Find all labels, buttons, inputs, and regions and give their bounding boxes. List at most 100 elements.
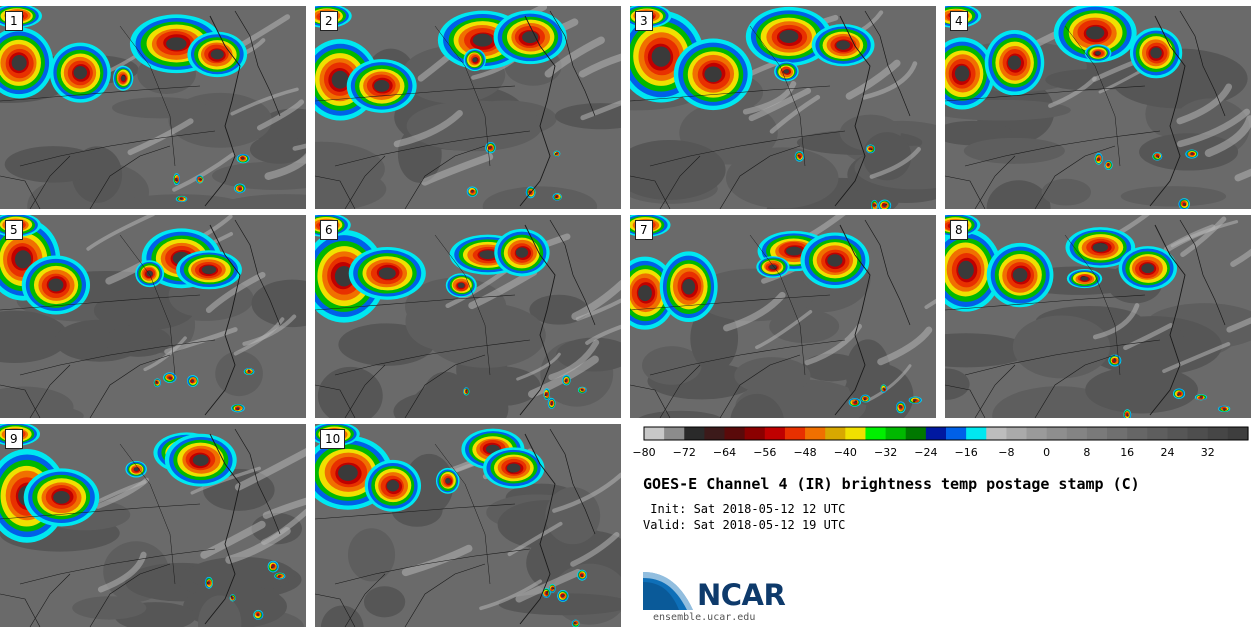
colorbar-swatch bbox=[1127, 427, 1148, 440]
cloud-core bbox=[882, 387, 885, 390]
stamp-image bbox=[315, 424, 621, 627]
cloud-core bbox=[247, 370, 251, 373]
colorbar bbox=[643, 426, 1249, 441]
init-time: Init: Sat 2018-05-12 12 UTC bbox=[643, 502, 846, 516]
map-boundary bbox=[29, 573, 71, 627]
cirrus-streak bbox=[86, 215, 155, 251]
surface-patch bbox=[317, 366, 383, 418]
cloud-core bbox=[471, 190, 474, 193]
map-boundary bbox=[719, 145, 801, 209]
cirrus-streak bbox=[1230, 248, 1251, 267]
cloud-core bbox=[465, 390, 468, 393]
map-boundary bbox=[630, 384, 671, 418]
colorbar-swatch bbox=[1026, 427, 1048, 440]
stamp-panel-8: 8 bbox=[945, 215, 1251, 418]
cirrus-streak bbox=[172, 152, 236, 192]
cirrus-streak bbox=[234, 448, 306, 491]
cloud-core bbox=[704, 66, 722, 83]
cirrus-streak bbox=[143, 336, 187, 372]
colorbar-swatch bbox=[1207, 427, 1229, 440]
cloud-core bbox=[257, 613, 260, 616]
panel-number: 10 bbox=[320, 429, 346, 449]
stamp-panel-4: 4 bbox=[945, 6, 1251, 209]
cloud-core bbox=[166, 37, 187, 51]
map-boundary bbox=[119, 443, 176, 585]
map-boundary bbox=[1179, 219, 1226, 326]
colorbar-swatch bbox=[704, 427, 726, 440]
map-boundary bbox=[315, 503, 516, 520]
cirrus-streak bbox=[585, 324, 621, 345]
stamp-image bbox=[0, 424, 306, 627]
map-boundary bbox=[974, 364, 1016, 418]
map-boundary bbox=[89, 563, 171, 627]
cloud-core bbox=[1177, 392, 1181, 395]
colorbar-tick-label: 24 bbox=[1160, 446, 1175, 459]
cloud-core bbox=[120, 75, 126, 81]
cloud-core bbox=[192, 454, 209, 466]
cirrus-streak bbox=[1180, 216, 1227, 258]
map-boundary bbox=[315, 384, 356, 418]
surface-patch bbox=[769, 309, 840, 343]
colorbar-tick-label: −8 bbox=[998, 446, 1015, 459]
cirrus-streak bbox=[845, 59, 901, 100]
stamp-panel-5: 5 bbox=[0, 215, 306, 418]
cloud-core bbox=[48, 278, 64, 292]
cirrus-streak bbox=[262, 497, 306, 519]
cloud-core bbox=[53, 491, 70, 504]
colorbar-tick-label: −40 bbox=[833, 446, 857, 459]
cirrus-streak bbox=[393, 109, 463, 148]
colorbar-tick-label: 32 bbox=[1200, 446, 1215, 459]
cloud-core bbox=[445, 477, 451, 484]
cloud-core bbox=[574, 622, 577, 625]
colorbar-swatch bbox=[845, 427, 867, 440]
cloud-core bbox=[472, 57, 478, 63]
cloud-core bbox=[682, 278, 696, 295]
colorbar-tick-label: −48 bbox=[793, 446, 817, 459]
cloud-core bbox=[457, 282, 465, 288]
colorbar-tick-label: −16 bbox=[954, 446, 978, 459]
map-boundary bbox=[204, 15, 241, 207]
map-boundary bbox=[404, 354, 486, 418]
map-boundary bbox=[519, 15, 556, 207]
surface-patch bbox=[963, 137, 1065, 164]
colorbar-tick-label: −24 bbox=[914, 446, 938, 459]
colorbar-swatch bbox=[986, 427, 1007, 440]
cloud-core bbox=[472, 33, 493, 47]
cloud-core bbox=[1080, 276, 1089, 281]
map-boundary bbox=[334, 130, 531, 167]
cloud-core bbox=[798, 155, 801, 158]
colorbar-tick-labels: −80 −72 −64 −56 −48 −40 −32 −24 −16 −8 0… bbox=[632, 446, 1249, 460]
panel-number: 5 bbox=[5, 220, 23, 240]
surface-patch bbox=[320, 605, 364, 627]
surface-patch bbox=[945, 368, 970, 400]
surface-patch bbox=[251, 279, 306, 328]
surface-patch bbox=[1085, 366, 1199, 414]
surface-patch bbox=[725, 147, 839, 209]
cloud-core bbox=[899, 406, 902, 409]
colorbar-swatch bbox=[925, 427, 947, 440]
convection-layer bbox=[630, 6, 892, 209]
ncar-logo-text: NCAR bbox=[697, 578, 786, 612]
surface-patch bbox=[0, 310, 69, 364]
surface-patch bbox=[734, 357, 811, 394]
map-boundary bbox=[89, 145, 171, 209]
cirrus-streak bbox=[748, 87, 812, 122]
stamp-panel-2: 2 bbox=[315, 6, 621, 209]
colorbar-swatch bbox=[805, 427, 826, 440]
map-boundary bbox=[0, 593, 41, 627]
cloud-core bbox=[156, 381, 159, 384]
cirrus-streak bbox=[1092, 303, 1140, 340]
stamp-image bbox=[315, 6, 621, 209]
cloud-core bbox=[338, 464, 358, 481]
cirrus-streak bbox=[445, 268, 509, 309]
cloud-core bbox=[207, 581, 210, 585]
cirrus-streak bbox=[877, 326, 933, 366]
map-boundary bbox=[719, 354, 801, 418]
cloud-core bbox=[783, 69, 790, 74]
surface-patch bbox=[730, 393, 784, 418]
surface-patch bbox=[112, 97, 209, 119]
surface-patch bbox=[986, 180, 1051, 209]
cloud-core bbox=[386, 480, 400, 492]
cloud-core bbox=[1007, 55, 1022, 70]
cirrus-streak bbox=[1204, 115, 1251, 157]
